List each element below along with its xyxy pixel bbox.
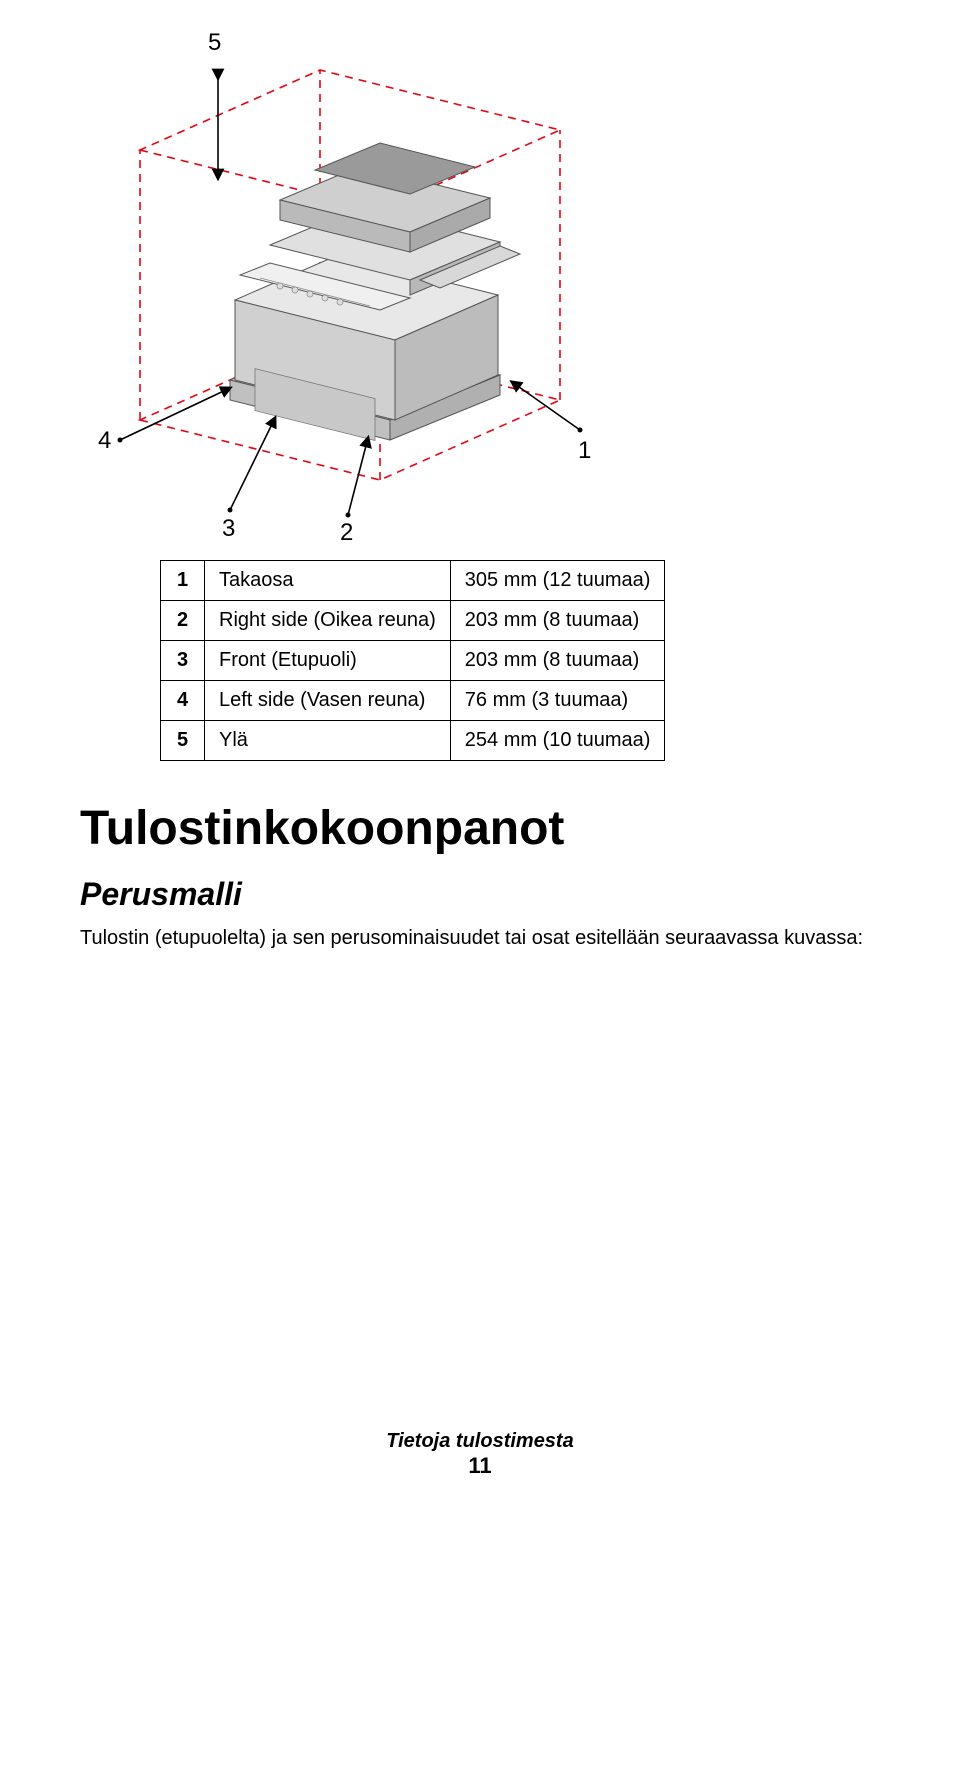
- row-label: Takaosa: [205, 561, 451, 601]
- section-heading: Tulostinkokoonpanot: [80, 801, 880, 856]
- table-row: 2Right side (Oikea reuna)203 mm (8 tuuma…: [161, 601, 665, 641]
- row-value: 203 mm (8 tuumaa): [450, 601, 665, 641]
- row-number: 2: [161, 601, 205, 641]
- row-value: 76 mm (3 tuumaa): [450, 681, 665, 721]
- row-value: 305 mm (12 tuumaa): [450, 561, 665, 601]
- row-number: 5: [161, 721, 205, 761]
- footer-title: Tietoja tulostimesta: [80, 1430, 880, 1453]
- svg-text:1: 1: [578, 437, 591, 464]
- subsection-heading: Perusmalli: [80, 876, 880, 913]
- row-value: 254 mm (10 tuumaa): [450, 721, 665, 761]
- row-label: Left side (Vasen reuna): [205, 681, 451, 721]
- svg-text:3: 3: [222, 515, 235, 540]
- row-number: 3: [161, 641, 205, 681]
- row-number: 4: [161, 681, 205, 721]
- table-row: 5Ylä254 mm (10 tuumaa): [161, 721, 665, 761]
- svg-text:4: 4: [98, 427, 111, 454]
- row-label: Front (Etupuoli): [205, 641, 451, 681]
- row-number: 1: [161, 561, 205, 601]
- intro-paragraph: Tulostin (etupuolelta) ja sen perusomina…: [80, 927, 880, 950]
- svg-text:2: 2: [340, 519, 353, 540]
- table-row: 1Takaosa305 mm (12 tuumaa): [161, 561, 665, 601]
- table-row: 3Front (Etupuoli)203 mm (8 tuumaa): [161, 641, 665, 681]
- row-label: Right side (Oikea reuna): [205, 601, 451, 641]
- table-row: 4Left side (Vasen reuna)76 mm (3 tuumaa): [161, 681, 665, 721]
- page-footer: Tietoja tulostimesta 11: [80, 1430, 880, 1479]
- clearance-table: 1Takaosa305 mm (12 tuumaa)2Right side (O…: [160, 560, 665, 761]
- svg-text:5: 5: [208, 29, 221, 56]
- clearance-diagram: 5 4 3 2 1: [80, 20, 600, 540]
- row-label: Ylä: [205, 721, 451, 761]
- footer-page-number: 11: [80, 1453, 880, 1479]
- row-value: 203 mm (8 tuumaa): [450, 641, 665, 681]
